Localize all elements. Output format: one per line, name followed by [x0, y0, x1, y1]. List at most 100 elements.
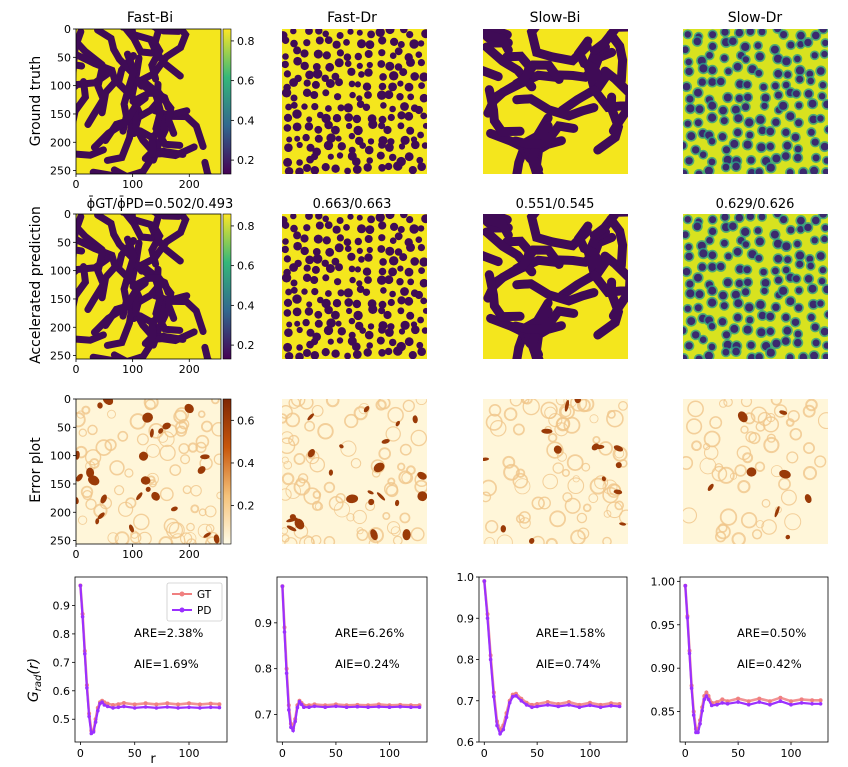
data-point-pd	[105, 704, 110, 709]
data-point-gt	[116, 702, 121, 707]
image-x-tick: 100	[122, 178, 143, 191]
colorbar-tick: 0.8	[237, 35, 255, 48]
phi-label-fast-dr: 0.663/0.663	[313, 197, 392, 212]
image-x-tick: 200	[179, 548, 200, 561]
image-y-tick: 100	[50, 450, 71, 463]
colorbar-tick: 0.6	[237, 260, 255, 273]
data-point-pd	[720, 701, 725, 705]
data-point-pd	[746, 702, 751, 707]
image-y-tick: 0	[64, 393, 71, 406]
data-point-gt	[556, 702, 561, 706]
data-point-pd	[93, 720, 98, 724]
chart-x-tick: 0	[279, 747, 286, 760]
image-y-tick: 50	[57, 236, 71, 249]
image-y-tick: 0	[64, 23, 71, 36]
data-point-pd	[344, 705, 349, 709]
data-point-pd	[706, 697, 711, 702]
image-y-tick: 150	[50, 293, 71, 306]
data-point-pd	[100, 700, 104, 704]
image-slow-dr-pd	[683, 214, 828, 359]
data-point-pd	[685, 616, 690, 620]
radial-distribution-charts: 0 50 100 0.5 0.6 0.7 0.8 0.9 ARE=2.38% AIE=1.69% G…	[53, 571, 829, 760]
data-point-gt	[720, 697, 725, 702]
chart-x-tick: 50	[329, 747, 343, 760]
data-point-pd	[498, 732, 502, 736]
x-axis-label-r: r	[150, 752, 156, 767]
data-point-pd	[80, 615, 85, 619]
image-fast-dr-err	[282, 399, 427, 544]
data-point-pd	[287, 708, 291, 712]
data-point-gt	[746, 699, 751, 704]
phi-label-slow-bi: 0.551/0.545	[516, 197, 595, 212]
chart-x-tick: 0	[77, 747, 84, 760]
data-point-gt	[176, 702, 181, 707]
data-point-pd	[398, 704, 403, 709]
data-point-pd	[417, 705, 422, 709]
data-point-pd	[588, 703, 592, 708]
data-point-pd	[208, 705, 213, 710]
chart-fast-dr: 0 50 100 0.7 0.8 0.9 ARE=6.26% AIE=0.24%	[255, 576, 428, 760]
data-point-pd	[87, 714, 91, 719]
image-x-tick: 200	[179, 178, 200, 191]
row-title-accelerated-prediction: Accelerated prediction	[28, 206, 44, 364]
colorbars: 0.8 0.6 0.4 0.2 0.8 0.6 0.4 0.2 0.6 0.4 0.2	[222, 28, 255, 545]
chart-x-tick: 50	[530, 747, 544, 760]
data-point-pd	[96, 708, 100, 713]
chart-y-tick: 0.95	[651, 619, 676, 632]
data-point-pd	[598, 705, 603, 710]
data-point-gt	[208, 701, 213, 706]
image-slow-bi-pd	[483, 214, 628, 359]
data-point-pd	[704, 694, 709, 698]
data-point-gt	[725, 699, 730, 704]
data-point-pd	[289, 725, 293, 730]
annotation-aie: AIE=0.74%	[536, 657, 601, 671]
colorbar-error: 0.6 0.4 0.2	[222, 398, 255, 545]
data-point-pd	[111, 706, 115, 710]
chart-y-tick: 0.8	[255, 663, 273, 676]
data-point-pd	[366, 705, 370, 709]
image-y-tick: 50	[57, 421, 71, 434]
column-title-slow-bi: Slow-Bi	[530, 10, 581, 26]
legend: GT PD	[166, 582, 223, 622]
data-point-pd	[691, 713, 696, 717]
chart-x-tick: 100	[379, 747, 400, 760]
image-y-tick: 100	[50, 265, 71, 278]
data-point-gt	[566, 700, 571, 704]
legend-label-gt: GT	[197, 589, 212, 601]
annotation-are: ARE=6.26%	[335, 626, 404, 640]
colorbar-tick: 0.6	[237, 75, 255, 88]
data-point-pd	[689, 686, 694, 690]
column-title-fast-dr: Fast-Dr	[327, 10, 377, 26]
chart-y-tick: 0.8	[53, 628, 71, 641]
data-point-pd	[725, 702, 730, 706]
data-point-pd	[176, 706, 180, 710]
chart-x-tick: 100	[781, 747, 802, 760]
image-slow-dr-gt	[683, 29, 828, 174]
chart-y-tick: 0.90	[651, 662, 676, 675]
data-point-pd	[299, 702, 304, 707]
image-y-tick: 0	[64, 208, 71, 221]
colorbar-tick: 0.2	[237, 154, 255, 167]
data-point-pd	[293, 719, 298, 724]
image-y-tick: 250	[50, 165, 71, 178]
data-point-pd	[334, 704, 338, 709]
image-x-tick: 200	[179, 363, 200, 376]
data-point-pd	[488, 657, 493, 662]
data-point-gt	[217, 702, 222, 707]
chart-slow-bi: 0 50 100 0.6 0.7 0.8 0.9 1.0 ARE=1.58% AIE=0.74%	[457, 571, 628, 760]
data-point-pd	[715, 702, 719, 707]
y-axis-label-grad: Grad(r)	[26, 658, 44, 702]
data-point-pd	[556, 704, 561, 709]
chart-y-tick: 0.5	[53, 713, 71, 726]
data-point-pd	[757, 700, 762, 704]
colorbar-tick: 0.2	[237, 500, 255, 513]
data-point-pd	[132, 706, 137, 710]
data-point-pd	[482, 579, 487, 583]
data-point-pd	[102, 703, 107, 707]
data-point-pd	[567, 703, 571, 707]
colorbar-tick: 0.4	[237, 299, 255, 312]
